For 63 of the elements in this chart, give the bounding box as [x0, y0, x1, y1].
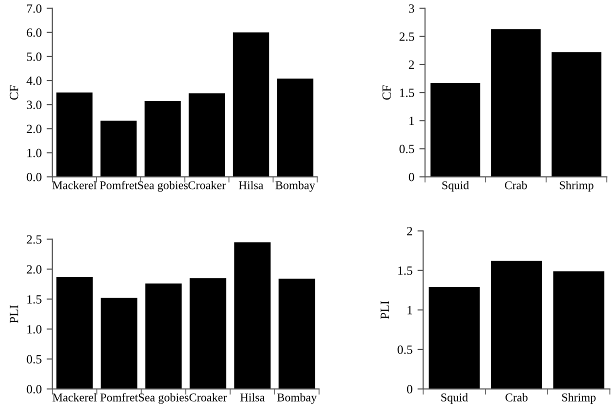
y-tick-label: 2.0	[26, 124, 42, 134]
x-tick-label: Croaker	[188, 180, 226, 190]
y-tick-label: 1.0	[27, 325, 42, 334]
x-tick-label: Mackerel	[52, 393, 97, 402]
y-tick-label: 1.0	[27, 148, 42, 158]
bar	[144, 100, 181, 177]
bar	[491, 29, 541, 177]
y-tick-label: 0.0	[26, 172, 42, 182]
y-tick-label: 2	[408, 60, 414, 69]
y-axis-title: CF	[382, 85, 391, 100]
y-tick-label: 0.5	[398, 345, 412, 354]
x-tick-label: Sea gobies	[138, 393, 188, 404]
x-tick-label: Pomfret	[100, 180, 138, 190]
y-tick-label: 0.5	[399, 144, 414, 154]
bar	[277, 78, 314, 177]
x-tick-label: Crab	[504, 180, 527, 190]
y-tick-label: 1.5	[398, 266, 412, 275]
bar	[188, 93, 225, 177]
y-axis-title: CF	[10, 85, 18, 100]
y-tick-label: 6.0	[26, 28, 42, 37]
y-tick-label: 2.0	[26, 265, 42, 274]
y-tick-label: 3.0	[26, 100, 42, 110]
y-tick-label: 0	[408, 172, 414, 182]
y-tick-label: 4.0	[26, 76, 42, 86]
y-tick-label: 5.0	[27, 52, 42, 61]
y-tick-label: 1.5	[27, 295, 42, 304]
y-tick-label: 2.5	[26, 235, 42, 244]
y-axis-title: PLI	[380, 300, 389, 319]
y-tick-label: 1.5	[400, 88, 414, 98]
x-tick-label: Sea gobies	[138, 180, 188, 192]
x-tick-label: Shrimp	[560, 180, 594, 192]
bar	[145, 284, 182, 389]
x-tick-label: Squid	[442, 180, 469, 192]
bar	[430, 83, 480, 177]
y-tick-label: 2.5	[400, 32, 414, 41]
y-tick-label: 2	[407, 226, 412, 236]
y-tick-label: 0.0	[26, 384, 42, 394]
y-tick-label: 0	[407, 384, 412, 394]
y-tick-label: 0.5	[26, 355, 42, 364]
y-tick-label: 1	[409, 116, 414, 125]
bar	[234, 242, 271, 389]
x-tick-label: Crab	[506, 393, 528, 402]
bar	[56, 92, 93, 177]
bar	[190, 278, 226, 389]
x-tick-label: Hilsa	[240, 393, 265, 402]
y-tick-label: 3	[408, 4, 414, 13]
x-tick-label: Squid	[441, 393, 468, 404]
bar	[100, 120, 137, 177]
bar	[552, 52, 602, 177]
bar	[278, 278, 316, 389]
x-tick-label: Croaker	[189, 393, 227, 402]
x-tick-label: Mackerel	[52, 180, 96, 190]
y-axis-title: PLI	[10, 305, 18, 324]
x-tick-label: Bombay	[276, 180, 316, 192]
x-tick-label: Pomfret	[100, 393, 138, 402]
bar	[100, 298, 138, 389]
bar	[232, 32, 270, 177]
x-tick-label: Bombay	[277, 393, 317, 404]
x-tick-label: Hilsa	[238, 180, 264, 190]
y-tick-label: 1	[408, 306, 412, 314]
x-tick-label: Shrimp	[562, 393, 596, 404]
bar	[56, 276, 93, 389]
y-tick-label: 7.0	[27, 4, 42, 13]
